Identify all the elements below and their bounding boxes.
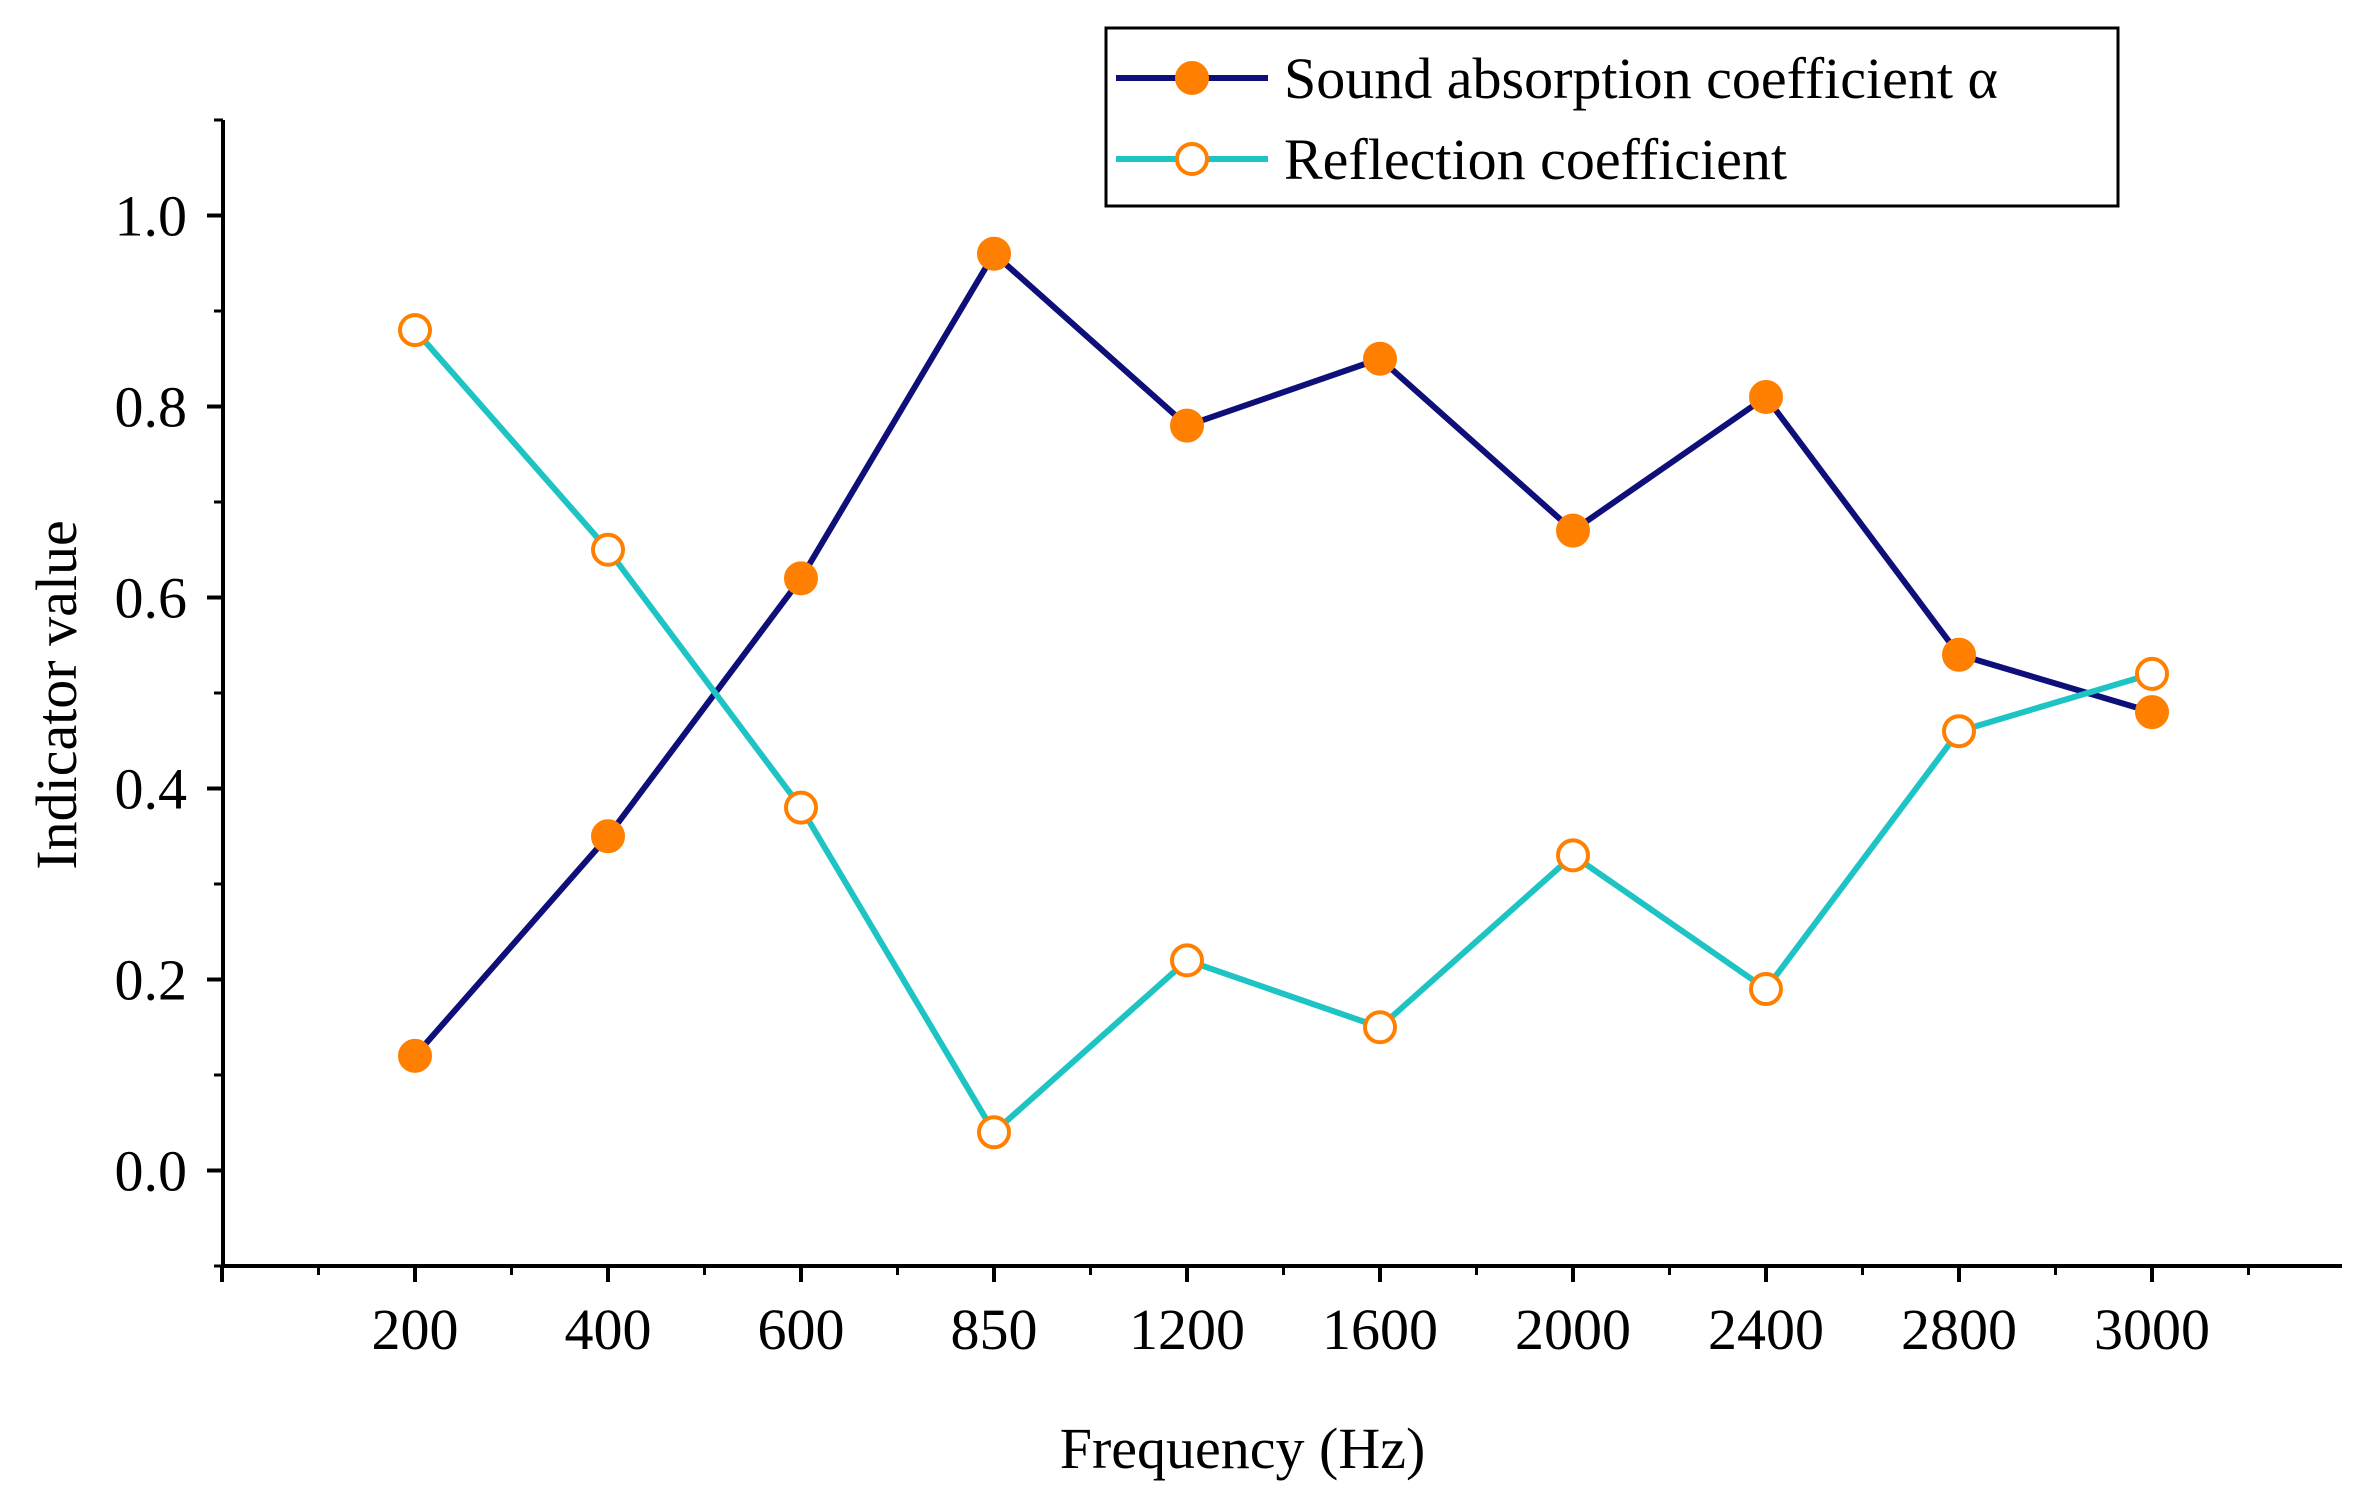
x-tick-label: 200 bbox=[372, 1297, 459, 1362]
data-point bbox=[1942, 637, 1976, 672]
legend-item-1: Reflection coefficient bbox=[1116, 127, 1787, 192]
data-point bbox=[784, 790, 818, 825]
data-point bbox=[977, 1115, 1011, 1150]
series-1 bbox=[398, 313, 2169, 1150]
data-point bbox=[1749, 379, 1783, 414]
series-line bbox=[412, 328, 2153, 1136]
series-0 bbox=[398, 236, 2169, 1073]
data-point bbox=[1942, 714, 1976, 749]
legend: Sound absorption coefficient α Reflection… bbox=[1104, 26, 2120, 208]
y-axis-label: Indicator value bbox=[24, 520, 89, 869]
data-point bbox=[1556, 838, 1590, 873]
x-axis-label: Frequency (Hz) bbox=[1060, 1416, 1426, 1481]
data-point bbox=[977, 236, 1011, 271]
x-tick-label: 1600 bbox=[1322, 1297, 1438, 1362]
x-tick-label: 2000 bbox=[1515, 1297, 1631, 1362]
y-tick-label: 1.0 bbox=[115, 184, 188, 249]
y-tick-label: 0.8 bbox=[115, 375, 188, 440]
x-tick-label: 2800 bbox=[1901, 1297, 2017, 1362]
data-point bbox=[1170, 408, 1204, 443]
legend-item-0: Sound absorption coefficient α bbox=[1116, 46, 1998, 111]
data-point bbox=[398, 1038, 432, 1073]
data-point bbox=[784, 561, 818, 596]
x-tick-label: 1200 bbox=[1129, 1297, 1245, 1362]
y-tick-label: 0.2 bbox=[115, 948, 188, 1013]
x-tick-label: 400 bbox=[565, 1297, 652, 1362]
data-point bbox=[1363, 341, 1397, 376]
legend-marker bbox=[1175, 142, 1209, 176]
x-tick-label: 850 bbox=[951, 1297, 1038, 1362]
data-point bbox=[1556, 513, 1590, 548]
series-layer bbox=[398, 236, 2169, 1150]
data-point bbox=[1170, 943, 1204, 978]
legend-marker bbox=[1175, 61, 1209, 95]
axes: 0.0 0.2 0.4 0.6 0.8 1.0 200 400 600 850 1200 1600 20… bbox=[24, 118, 2342, 1481]
x-tick-label: 2400 bbox=[1708, 1297, 1824, 1362]
legend-label: Sound absorption coefficient α bbox=[1284, 46, 1998, 111]
legend-label: Reflection coefficient bbox=[1284, 127, 1787, 192]
data-point bbox=[591, 532, 625, 567]
data-point bbox=[1749, 972, 1783, 1007]
data-point bbox=[2135, 695, 2169, 730]
x-tick-label: 600 bbox=[758, 1297, 845, 1362]
y-tick-label: 0.0 bbox=[115, 1139, 188, 1204]
legend-box bbox=[1104, 26, 2120, 208]
data-point bbox=[2135, 656, 2169, 691]
data-point bbox=[591, 819, 625, 854]
x-tick-label: 3000 bbox=[2094, 1297, 2210, 1362]
y-tick-label: 0.4 bbox=[115, 757, 188, 822]
y-tick-label: 0.6 bbox=[115, 566, 188, 631]
data-point bbox=[398, 313, 432, 348]
series-line bbox=[412, 250, 2153, 1058]
data-point bbox=[1363, 1010, 1397, 1045]
